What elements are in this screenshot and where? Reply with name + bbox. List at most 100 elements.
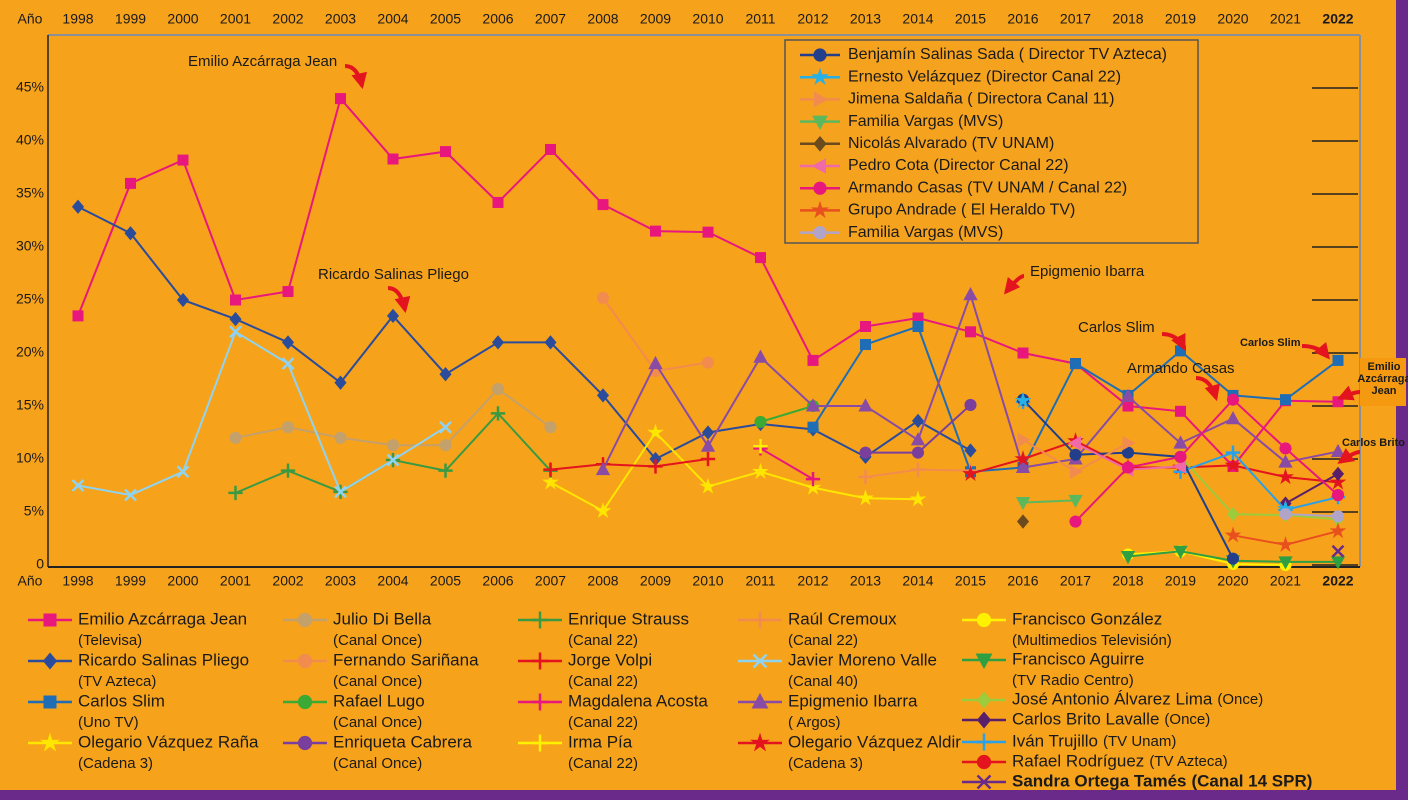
marker — [43, 695, 57, 709]
marker — [813, 136, 827, 152]
x-tick-label: 2003 — [325, 573, 356, 589]
legend-org: (Canal 14 SPR) — [1191, 771, 1312, 790]
marker — [281, 335, 295, 350]
marker — [650, 225, 661, 237]
x-tick-label: 2010 — [692, 573, 723, 589]
marker — [1173, 435, 1188, 449]
marker — [440, 146, 451, 158]
y-tick-label: 40% — [16, 132, 44, 148]
y-tick-label: 25% — [16, 291, 44, 307]
marker — [648, 355, 663, 370]
marker — [860, 321, 871, 332]
marker — [531, 652, 549, 670]
marker — [751, 692, 769, 709]
marker — [439, 439, 452, 452]
marker — [752, 653, 768, 669]
marker — [804, 478, 822, 495]
legend-label: Iván Trujillo — [1012, 731, 1098, 750]
x-tick-label: 2005 — [430, 573, 461, 589]
marker — [282, 286, 294, 298]
marker — [229, 311, 242, 327]
marker — [1332, 396, 1344, 408]
annotation-arrow — [1337, 385, 1361, 401]
x-tick-label: 2004 — [377, 573, 408, 589]
marker — [71, 199, 85, 214]
x-tick-label: 2017 — [1060, 573, 1091, 589]
marker — [334, 485, 347, 499]
legend-org: (Cadena 3) — [78, 755, 153, 772]
series-line — [759, 447, 814, 481]
marker — [1329, 473, 1347, 490]
marker — [1068, 494, 1083, 509]
marker — [1331, 544, 1345, 558]
marker — [42, 652, 58, 670]
legend-org: (Once) — [1217, 691, 1263, 708]
marker — [1069, 515, 1082, 528]
marker — [1331, 488, 1345, 502]
marker — [813, 226, 827, 240]
marker — [124, 226, 137, 241]
x-tick-label: 2017 — [1060, 11, 1091, 27]
legend-label: Jimena Saldaña ( Directora Canal 11) — [848, 91, 1115, 108]
legend-org: (Multimedios Televisión) — [1012, 632, 1172, 649]
x-tick-label: 2013 — [850, 11, 881, 27]
y-tick-label: 45% — [16, 79, 44, 95]
marker — [858, 469, 873, 485]
marker — [531, 611, 549, 629]
marker — [297, 612, 313, 628]
marker — [912, 321, 924, 332]
x-tick-label: 2014 — [902, 11, 933, 27]
marker — [71, 479, 85, 492]
annotation-arrow — [1301, 342, 1331, 360]
marker — [281, 421, 295, 434]
marker — [962, 465, 979, 481]
x-tick-label: 2012 — [797, 573, 828, 589]
marker — [1121, 461, 1135, 474]
marker — [910, 462, 926, 477]
marker — [1015, 459, 1031, 473]
x-tick-label: 2011 — [745, 11, 775, 27]
legend-org: (Canal 22) — [788, 632, 858, 649]
x-tick-label: 1998 — [62, 11, 93, 27]
x-tick-label: 2008 — [587, 11, 618, 27]
marker — [1174, 450, 1187, 463]
series-line — [1285, 513, 1339, 518]
y-tick-label: 35% — [16, 185, 44, 201]
marker — [909, 490, 927, 507]
series-line — [1127, 550, 1286, 566]
y-tick-label: 20% — [16, 344, 44, 360]
legend-org: (Canal 22) — [568, 673, 638, 690]
x-axis-title: Año — [18, 11, 43, 27]
marker — [701, 425, 715, 440]
marker — [858, 398, 873, 412]
marker — [1224, 456, 1242, 473]
marker — [647, 423, 664, 440]
marker — [1277, 500, 1294, 516]
x-tick-label: 2021 — [1270, 573, 1301, 589]
marker — [1175, 405, 1186, 417]
x-tick-label: 2018 — [1112, 11, 1143, 27]
marker — [491, 382, 505, 396]
legend-label: Benjamín Salinas Sada ( Director TV Azte… — [848, 46, 1167, 63]
marker — [752, 462, 769, 479]
x-tick-label: 2002 — [272, 573, 303, 589]
marker — [1070, 464, 1084, 479]
frame-bottom — [0, 790, 1408, 800]
legend-label: Familia Vargas (MVS) — [848, 113, 1003, 130]
marker — [910, 432, 926, 446]
marker — [807, 354, 819, 366]
marker — [386, 439, 400, 452]
marker — [1225, 411, 1241, 425]
x-tick-label: 2001 — [220, 11, 251, 27]
x-tick-label: 2018 — [1112, 573, 1143, 589]
marker — [1122, 400, 1134, 412]
legend-label: Emilio Azcárraga Jean — [78, 609, 247, 628]
marker — [648, 459, 663, 474]
marker — [72, 310, 84, 322]
marker — [700, 438, 716, 452]
annotation: Jean — [1371, 385, 1396, 397]
x-tick-label: 2016 — [1007, 11, 1038, 27]
marker — [699, 477, 717, 494]
marker — [125, 177, 136, 189]
